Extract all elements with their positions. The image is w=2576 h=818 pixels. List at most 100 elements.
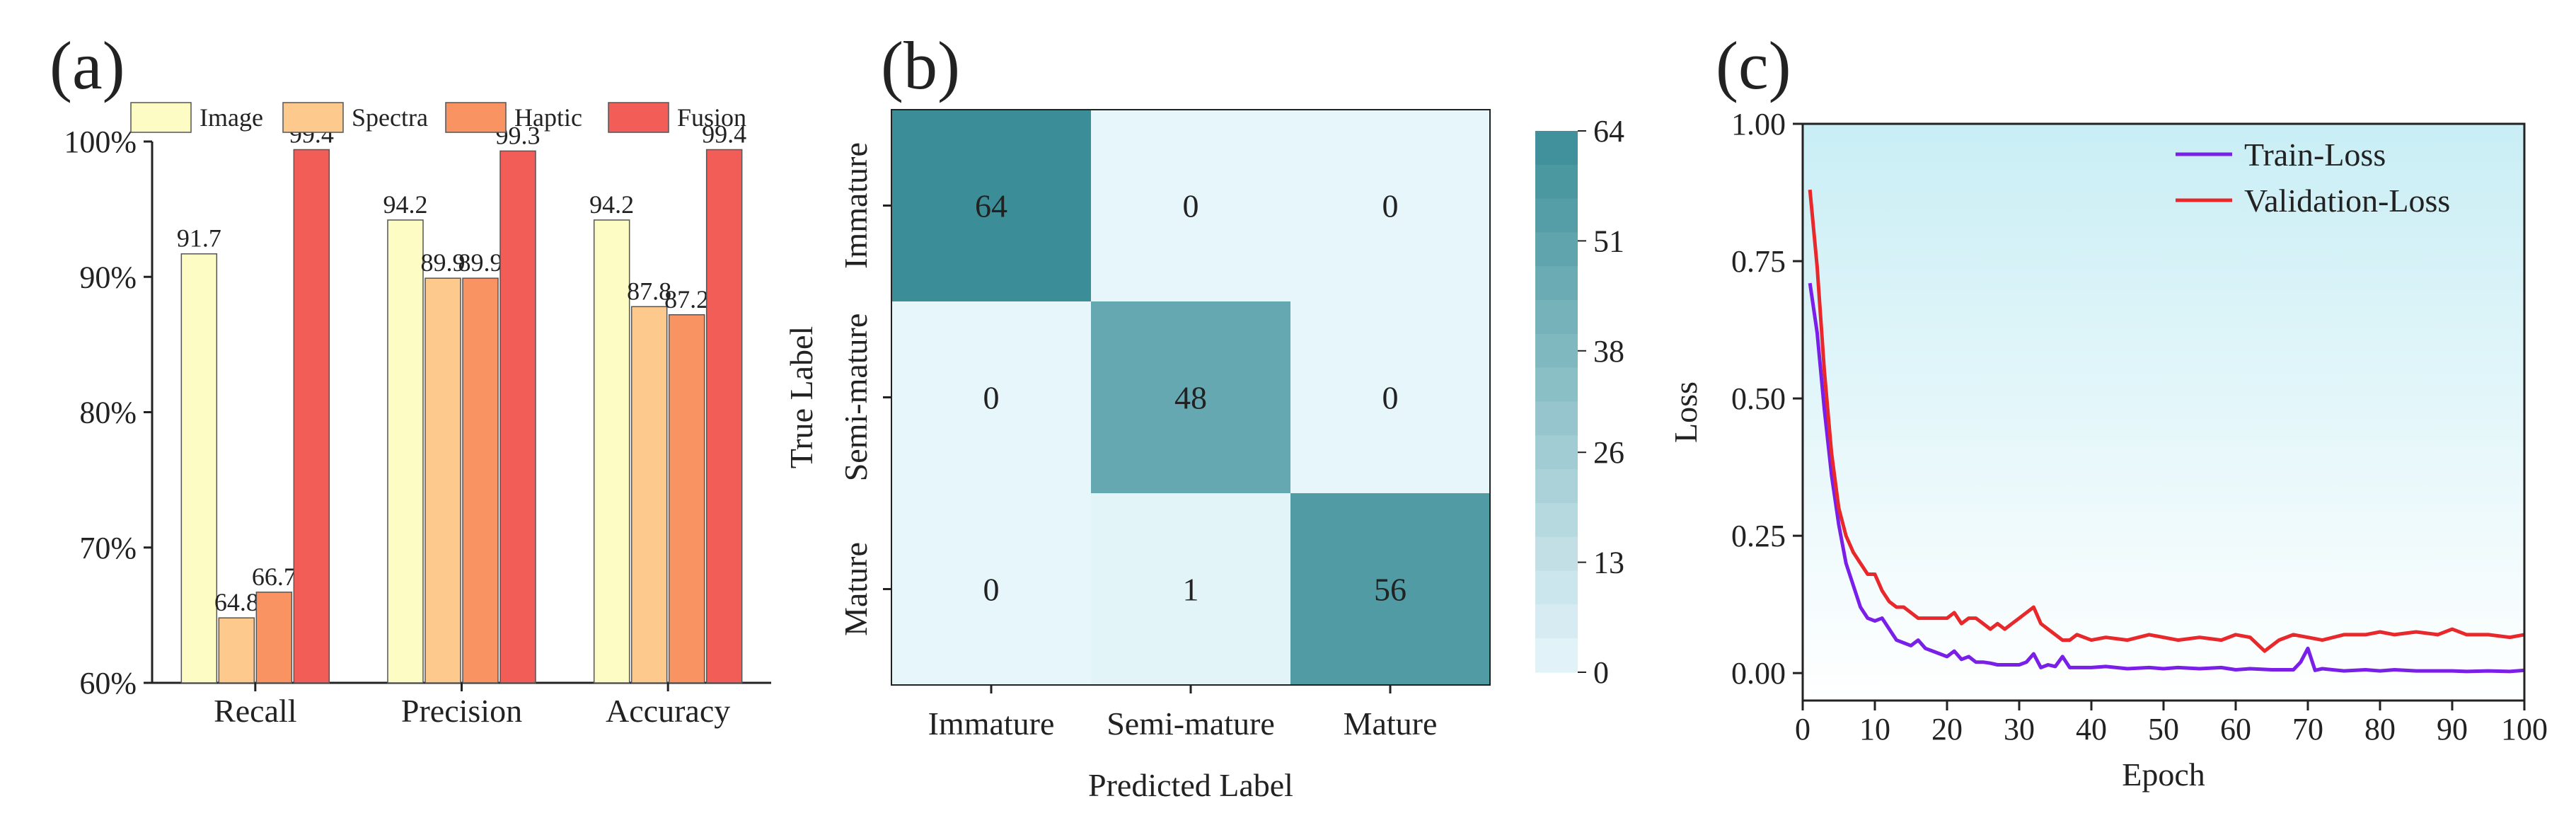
y-tick-label: 90% (79, 260, 137, 294)
bar-image-accuracy (593, 219, 630, 684)
colorbar-segment (1535, 300, 1578, 335)
colorbar-tick-label: 13 (1593, 546, 1624, 580)
x-tick-label: 50 (2148, 712, 2179, 747)
heatmap-cell (1091, 110, 1290, 301)
bar-data-label: 66.7 (252, 563, 296, 591)
colorbar-tick-label: 26 (1593, 435, 1624, 470)
x-tick-label: 40 (2076, 712, 2107, 747)
bar-image-recall (180, 253, 218, 684)
colorbar-segment (1535, 164, 1578, 200)
x-tick-label: 60 (2220, 712, 2251, 747)
bar-data-label: 87.8 (627, 277, 671, 305)
colorbar-segment (1535, 131, 1578, 166)
y-axis-title: Loss (1668, 381, 1704, 443)
heatmap-cell (1091, 301, 1290, 493)
x-tick-label: Accuracy (606, 693, 730, 729)
bar-spectra-precision (424, 277, 461, 684)
legend-swatch-fusion (608, 102, 669, 133)
x-axis-title: Epoch (2122, 756, 2205, 793)
heatmap-cell-value: 0 (1183, 188, 1199, 224)
colorbar-segment (1535, 333, 1578, 369)
legend-label-haptic: Haptic (514, 103, 582, 132)
colorbar-segment (1535, 638, 1578, 673)
bar-fusion-recall (293, 149, 330, 684)
bar-spectra-accuracy (630, 306, 668, 684)
heatmap-cell (891, 493, 1091, 685)
x-tick-label: Mature (1344, 705, 1438, 742)
x-tick-label: Immature (928, 705, 1055, 742)
x-tick-label: 20 (1931, 712, 1963, 747)
colorbar-segment (1535, 232, 1578, 267)
bar-data-label: 94.2 (589, 190, 634, 219)
series-line-train-loss (1808, 282, 2525, 674)
bar-data-label: 94.2 (383, 190, 428, 219)
bar-spectra-recall (218, 617, 255, 684)
heatmap-cell-value: 0 (983, 380, 1000, 416)
colorbar-segment (1535, 401, 1578, 436)
panel-a-bar-chart: 60% 70% 80% 90% 100% 91.7 64.866.7 99.4 Recall 94… (64, 102, 771, 729)
colorbar-segment (1535, 469, 1578, 504)
series-line-validation-loss (1808, 189, 2525, 653)
panel-c-letter: (c) (1716, 28, 1791, 103)
bar-data-label: 99.4 (702, 120, 746, 148)
x-tick-label: Precision (401, 693, 522, 729)
bar-fusion-accuracy (705, 149, 743, 684)
x-axis-title: Predicted Label (1088, 767, 1293, 803)
colorbar-segment (1535, 502, 1578, 538)
heatmap-cell-value: 0 (983, 572, 1000, 608)
bar-data-label: 87.2 (664, 285, 709, 313)
colorbar-segment (1535, 367, 1578, 403)
panel-b-confusion-matrix: 64 0 0 0 48 0 0 1 56 Immature Semi-mature Mature Imm… (783, 109, 1624, 803)
colorbar-tick-label: 38 (1593, 334, 1624, 369)
bar-fusion-precision (499, 150, 536, 684)
y-axis-title: True Label (783, 326, 819, 468)
bar-haptic-recall (255, 592, 293, 684)
heatmap-cell-value: 56 (1374, 572, 1407, 608)
y-tick-label: 0.50 (1731, 381, 1786, 416)
heatmap-cell-value: 0 (1382, 188, 1399, 224)
legend-label-train-loss: Train-Loss (2244, 137, 2386, 173)
heatmap-cell (891, 301, 1091, 493)
heatmap-cell-value: 64 (975, 188, 1007, 224)
legend-swatch-spectra (282, 102, 344, 133)
y-tick-label: 70% (79, 531, 137, 565)
x-tick-label: 80 (2364, 712, 2396, 747)
y-tick-label: 0.00 (1731, 656, 1786, 691)
y-tick-label: 100% (64, 125, 137, 159)
x-tick-label: 70 (2292, 712, 2323, 747)
y-tick-label: 0.75 (1731, 244, 1786, 279)
bar-data-label: 91.7 (177, 224, 221, 253)
y-tick-label: 0.25 (1731, 519, 1786, 553)
bar-data-label: 64.8 (214, 588, 259, 616)
panel-b-letter: (b) (881, 28, 960, 103)
heatmap-cell-value: 0 (1382, 380, 1399, 416)
panel-c-loss-curve: 0 10 20 30 40 50 60 70 80 90 100 0.00 0.25 0.50 0.75 1.… (1668, 107, 2548, 793)
x-tick-label: 10 (1859, 712, 1890, 747)
bar-data-label: 89.9 (458, 248, 503, 277)
y-tick-label: Mature (838, 542, 874, 636)
bar-image-precision (387, 219, 424, 684)
legend-label-validation-loss: Validation-Loss (2244, 183, 2450, 219)
bar-haptic-precision (462, 277, 499, 684)
x-tick-label: 30 (2004, 712, 2035, 747)
colorbar-segment (1535, 536, 1578, 572)
heatmap-cell (1091, 493, 1290, 685)
x-tick-label: 90 (2437, 712, 2468, 747)
heatmap-cell-value: 1 (1183, 572, 1199, 608)
colorbar-segment (1535, 604, 1578, 639)
colorbar-segment (1535, 198, 1578, 234)
bar-haptic-accuracy (668, 314, 705, 684)
plot-background (1803, 124, 2524, 701)
y-tick-label: 60% (79, 666, 137, 701)
legend-label-spectra: Spectra (352, 103, 428, 132)
colorbar-tick-label: 0 (1593, 655, 1609, 690)
legend-swatch-haptic (445, 102, 507, 133)
heatmap-cell (1290, 110, 1490, 301)
heatmap-cell (891, 110, 1091, 301)
colorbar-segment (1535, 570, 1578, 605)
y-tick-label: 1.00 (1731, 107, 1786, 142)
x-tick-label: Semi-mature (1107, 705, 1275, 742)
legend-swatch-image (130, 102, 192, 133)
colorbar-segment (1535, 266, 1578, 301)
